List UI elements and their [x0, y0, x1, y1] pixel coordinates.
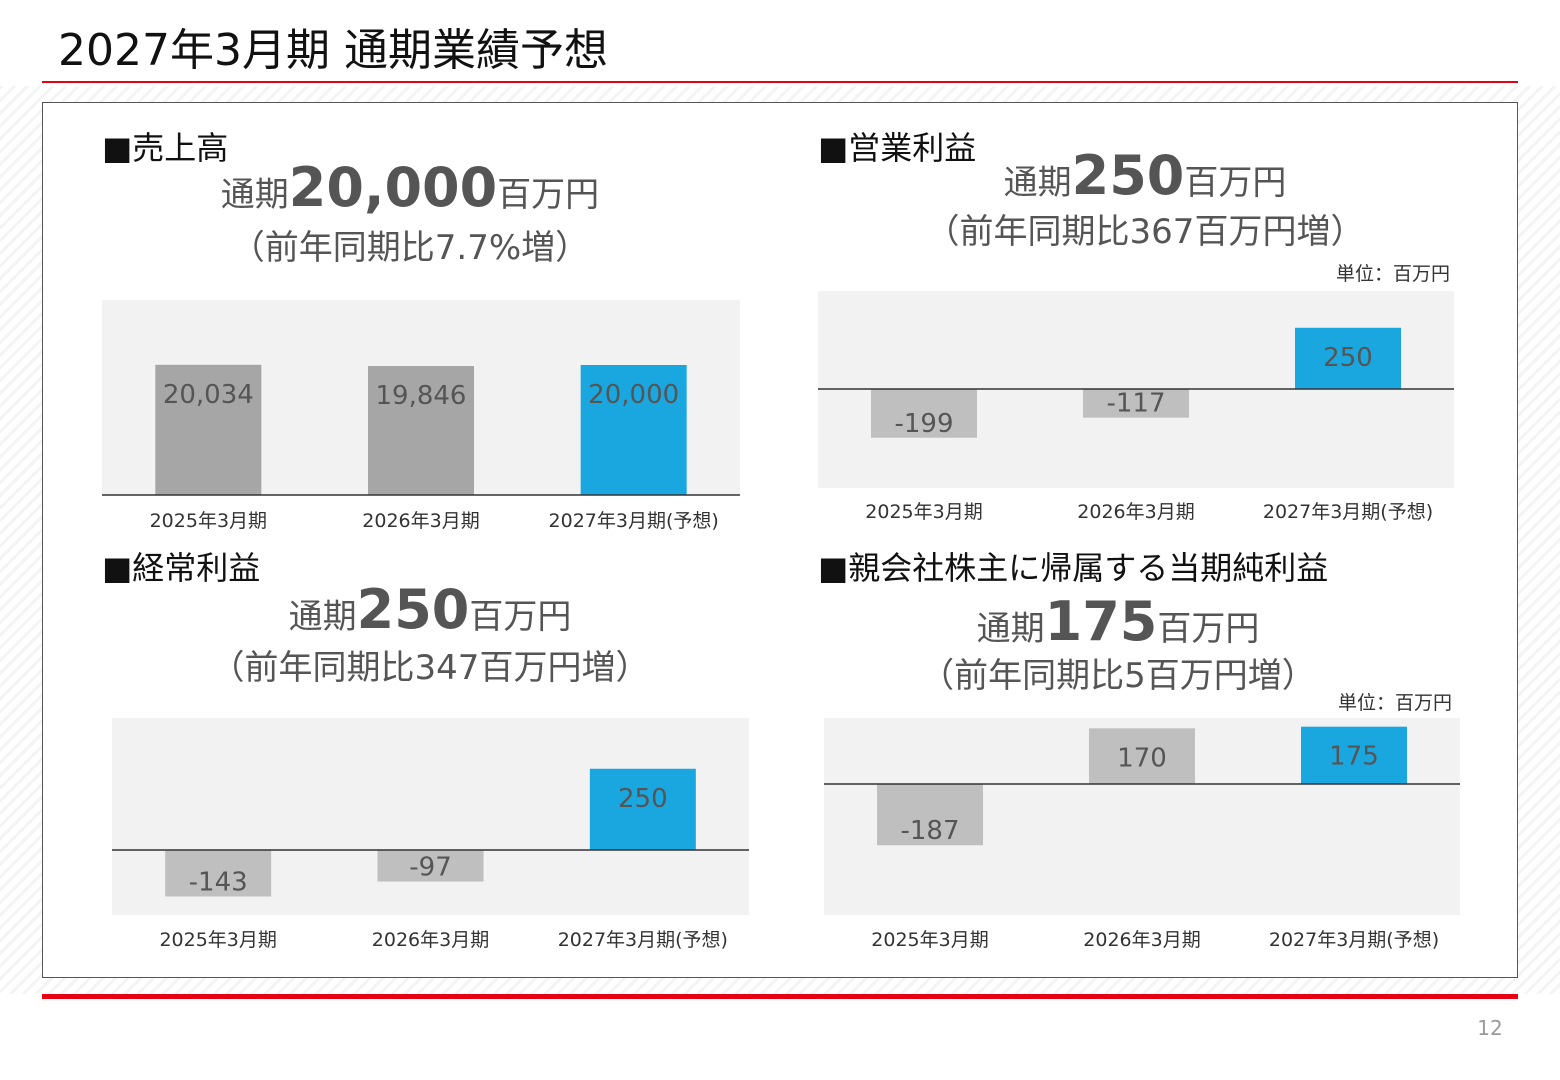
- operating-income-comparison: （前年同期比367百万円増）: [925, 212, 1365, 252]
- category-label: 2026年3月期: [372, 929, 489, 951]
- operating-income-headline: 通期250百万円: [895, 146, 1395, 219]
- bar: [871, 389, 977, 438]
- revenue-section-title: ■売上高: [102, 129, 229, 167]
- page-number: 12: [1477, 1016, 1503, 1040]
- category-label: 2025年3月期: [159, 929, 276, 951]
- net-income-section-title: ■親会社株主に帰属する当期純利益: [818, 549, 1329, 587]
- bar-value-label: -117: [1106, 389, 1165, 419]
- revenue-headline: 通期20,000百万円: [160, 158, 660, 231]
- net-income-unit-note: 単位：百万円: [1337, 692, 1452, 714]
- bar: [1301, 726, 1407, 784]
- bar: [1295, 327, 1401, 389]
- bar-value-label: -97: [409, 853, 451, 883]
- category-label: 2025年3月期: [150, 510, 267, 532]
- bar: [368, 366, 474, 495]
- net-income-headline-unit: 百万円: [1157, 609, 1260, 649]
- page-title: 2027年3月期 通期業績予想: [58, 25, 608, 76]
- category-label: 2026年3月期: [1083, 929, 1200, 951]
- bar: [589, 768, 696, 850]
- bar-value-label: -143: [189, 867, 248, 897]
- category-label: 2026年3月期: [1077, 501, 1194, 523]
- category-label: 2027年3月期(予想): [549, 510, 719, 532]
- net-income-headline-label: 通期: [976, 609, 1045, 649]
- bar-value-label: 175: [1329, 742, 1379, 772]
- bar: [1089, 728, 1195, 784]
- revenue-headline-value: 20,000: [288, 156, 498, 219]
- bar: [377, 850, 484, 882]
- bar-value-label: -187: [900, 816, 959, 846]
- revenue-headline-unit: 百万円: [497, 175, 600, 215]
- bar-value-label: 19,846: [376, 381, 467, 411]
- bar: [877, 784, 983, 846]
- category-label: 2026年3月期: [362, 510, 479, 532]
- ordinary-income-headline-unit: 百万円: [469, 597, 572, 637]
- ordinary-income-headline-value: 250: [356, 578, 470, 641]
- revenue-comparison: （前年同期比7.7%増）: [230, 228, 590, 268]
- category-label: 2025年3月期: [871, 929, 988, 951]
- ordinary-income-headline-label: 通期: [288, 597, 357, 637]
- revenue-headline-label: 通期: [220, 175, 289, 215]
- bar-value-label: -199: [894, 409, 953, 439]
- bar: [155, 364, 262, 495]
- bar: [165, 850, 272, 897]
- category-label: 2027年3月期(予想): [1263, 501, 1433, 523]
- ordinary-income-headline: 通期250百万円: [180, 580, 680, 653]
- bar-value-label: 250: [618, 784, 668, 814]
- net-income-comparison: （前年同期比5百万円増）: [920, 656, 1316, 696]
- operating-income-headline-label: 通期: [1003, 163, 1072, 203]
- operating-income-headline-unit: 百万円: [1184, 163, 1287, 203]
- title-underline: [42, 81, 1518, 83]
- category-label: 2027年3月期(予想): [558, 929, 728, 951]
- bar-value-label: 20,000: [588, 380, 679, 410]
- footer-rule: [42, 994, 1518, 999]
- net-income-headline-value: 175: [1044, 590, 1158, 653]
- operating-income-unit-note: 単位：百万円: [1335, 263, 1450, 285]
- bar: [580, 365, 687, 495]
- category-label: 2025年3月期: [865, 501, 982, 523]
- bar: [1083, 389, 1189, 418]
- net-income-headline: 通期175百万円: [868, 592, 1368, 665]
- bar-value-label: 250: [1323, 343, 1373, 373]
- bar-value-label: 20,034: [163, 380, 254, 410]
- category-label: 2027年3月期(予想): [1269, 929, 1439, 951]
- bar-value-label: 170: [1117, 743, 1167, 773]
- operating-income-section-title: ■営業利益: [818, 129, 977, 167]
- ordinary-income-section-title: ■経常利益: [102, 549, 261, 587]
- operating-income-headline-value: 250: [1071, 144, 1185, 207]
- ordinary-income-comparison: （前年同期比347百万円増）: [210, 648, 650, 688]
